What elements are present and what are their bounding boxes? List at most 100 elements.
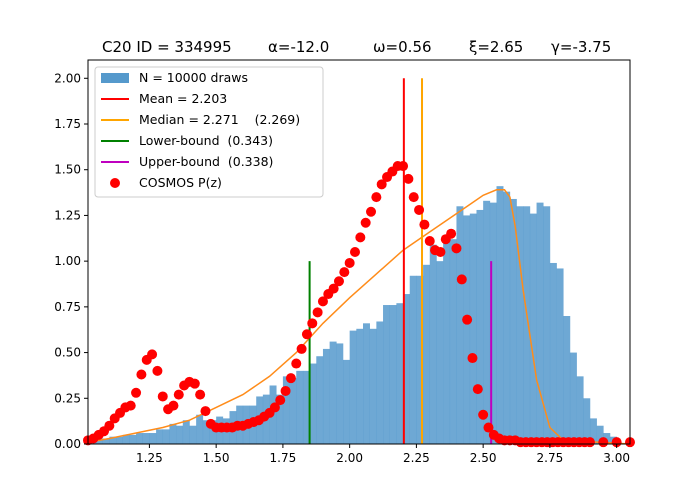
y-axis: 0.00 0.25 0.50 0.75 1.00 1.25 1.50 1.75 2.00 [54, 71, 88, 451]
hist-bar [416, 275, 424, 444]
pz-point [200, 406, 211, 417]
hist-bar [336, 343, 344, 444]
histogram [88, 186, 617, 444]
hist-bar [276, 394, 284, 444]
pz-point [467, 353, 478, 364]
pz-point [403, 173, 414, 184]
hist-bar [209, 420, 217, 444]
hist-bar [469, 213, 477, 444]
x-axis: 1.25 1.50 1.75 2.00 2.25 2.50 2.75 3.00 [136, 444, 630, 465]
hist-bar [596, 425, 604, 444]
hist-bar [409, 275, 417, 444]
hist-bar [543, 206, 551, 444]
x-tick-label: 2.75 [537, 451, 564, 465]
y-tick-label: 0.25 [54, 391, 81, 405]
pz-point [435, 247, 446, 257]
legend-label: Mean = 2.203 [139, 91, 227, 106]
hist-bar [396, 303, 404, 444]
hist-bar [583, 398, 591, 444]
hist-bar [576, 376, 584, 444]
hist-bar [516, 206, 524, 444]
hist-bar [443, 239, 451, 444]
pz-point [349, 247, 360, 257]
hist-bar [116, 436, 124, 444]
hist-bar [463, 215, 471, 444]
y-tick-label: 0.00 [54, 437, 81, 451]
hist-bar [549, 262, 557, 444]
hist-bar [556, 268, 564, 444]
hist-bar [349, 330, 357, 444]
legend-label: Lower-bound (0.343) [139, 133, 273, 148]
chart-title: C20 ID = 334995 α=-12.0 ω=0.56 ξ=2.65 γ=… [102, 38, 611, 56]
y-tick-label: 1.25 [54, 208, 81, 222]
y-tick-label: 1.50 [54, 163, 81, 177]
x-tick-label: 1.50 [203, 451, 230, 465]
pz-point [451, 243, 462, 254]
pz-point [456, 274, 467, 285]
hist-bar [109, 436, 117, 444]
hist-bar [456, 206, 464, 444]
y-tick-label: 1.75 [54, 117, 81, 131]
hist-bar [529, 213, 537, 444]
hist-bar [436, 261, 444, 444]
pz-point [419, 219, 430, 230]
pz-point [414, 204, 425, 215]
hist-bar [309, 363, 317, 444]
pz-point [344, 257, 355, 268]
pz-point [317, 296, 328, 307]
x-tick-label: 1.25 [136, 451, 163, 465]
legend-frame [94, 66, 324, 198]
pz-point [285, 373, 296, 384]
hist-bar [182, 420, 190, 444]
hist-bar [483, 200, 491, 444]
hist-bar [403, 294, 411, 444]
hist-bar [289, 378, 297, 444]
pz-point [478, 409, 489, 420]
hist-bar [142, 433, 150, 444]
x-tick-label: 3.00 [603, 451, 630, 465]
title-gamma: γ=-3.75 [551, 38, 611, 56]
legend-swatch-dot [110, 178, 120, 188]
pz-point [152, 365, 163, 376]
pz-point [462, 314, 473, 325]
legend-label: Median = 2.271 (2.269) [139, 112, 300, 127]
hist-bar [282, 376, 290, 444]
pz-point [173, 389, 184, 400]
hist-bar [149, 433, 157, 444]
pz-point [280, 385, 291, 396]
legend-items: N = 10000 draws Mean = 2.203 Median = 2.27… [101, 70, 300, 190]
hist-bar [509, 198, 517, 444]
hist-bar [96, 438, 103, 444]
pz-point [483, 422, 494, 433]
pz-point [147, 349, 158, 360]
title-alpha: α=-12.0 [268, 38, 329, 56]
pz-point [611, 437, 622, 448]
fit-curve [87, 189, 631, 445]
y-tick-label: 1.00 [54, 254, 81, 268]
legend-label: Upper-bound (0.338) [139, 154, 273, 169]
x-tick-label: 1.75 [270, 451, 297, 465]
pz-point [269, 402, 280, 413]
cosmos-pz-points [83, 161, 635, 448]
y-tick-label: 2.00 [54, 71, 81, 85]
hist-bar [536, 202, 544, 444]
hist-bar [156, 429, 164, 444]
pz-point [131, 387, 142, 398]
hist-bar [496, 186, 504, 444]
pz-point [275, 395, 286, 406]
hist-bar [136, 433, 144, 444]
hist-bar [329, 341, 337, 444]
legend: N = 10000 draws Mean = 2.203 Median = 2.27… [94, 66, 324, 198]
hist-bar [603, 433, 611, 444]
y-tick-label: 0.75 [54, 300, 81, 314]
pz-point [136, 369, 147, 380]
pz-point [291, 358, 302, 369]
hist-bar [176, 425, 184, 444]
vertical-lines [308, 78, 493, 444]
hist-bar [342, 359, 350, 444]
hist-bar [503, 191, 511, 444]
hist-bar [429, 244, 437, 444]
hist-bar [129, 434, 137, 444]
